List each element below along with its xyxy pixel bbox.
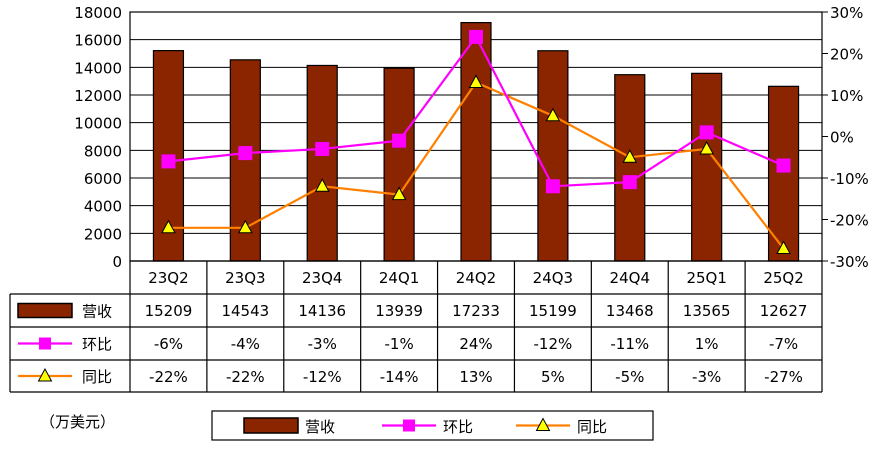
mom-point [161, 154, 176, 169]
left-tick-label: 12000 [74, 87, 122, 105]
mom-value: -12% [534, 335, 573, 353]
mom-point [392, 133, 407, 148]
mom-value: -6% [154, 335, 183, 353]
category-label: 23Q4 [302, 269, 342, 287]
revenue-key [17, 302, 73, 319]
legend-yoy-label: 同比 [577, 418, 607, 436]
left-tick-label: 6000 [84, 170, 122, 188]
revenue-value: 14543 [221, 302, 269, 320]
right-tick-label: 0% [830, 129, 854, 147]
mom-point [699, 125, 714, 140]
right-tick-label: -30% [830, 253, 869, 271]
legend-revenue-key [243, 417, 299, 434]
category-label: 25Q1 [686, 269, 726, 287]
yoy-point [314, 178, 330, 192]
yoy-point [468, 74, 484, 89]
yoy-point [391, 186, 407, 201]
category-label: 24Q1 [379, 269, 419, 287]
mom-row-header: 环比 [82, 336, 112, 354]
category-label: 25Q2 [763, 269, 803, 287]
yoy-point [237, 219, 253, 234]
category-label: 23Q2 [148, 269, 188, 287]
mom-value: -1% [385, 335, 414, 353]
yoy-value: -27% [764, 368, 803, 386]
revenue-bar [691, 72, 723, 262]
mom-value: -4% [231, 335, 260, 353]
right-tick-label: 30% [830, 4, 863, 22]
revenue-bar [537, 50, 569, 262]
right-tick-label: 20% [830, 46, 863, 64]
unit-label: （万美元） [40, 413, 115, 431]
yoy-value: 13% [459, 368, 492, 386]
yoy-point [545, 107, 561, 122]
mom-value: -7% [769, 335, 798, 353]
revenue-value: 15209 [145, 302, 193, 320]
right-tick-label: -10% [830, 170, 869, 188]
category-label: 24Q2 [456, 269, 496, 287]
mom-point [238, 146, 253, 161]
mom-value: -11% [610, 335, 649, 353]
right-tick-label: 10% [830, 87, 863, 105]
legend-mom-marker [403, 419, 415, 432]
mom-value: 24% [459, 335, 492, 353]
mom-point [545, 179, 560, 194]
revenue-bar [767, 85, 800, 262]
mom-value: -3% [308, 335, 337, 353]
yoy-value: 5% [541, 368, 565, 386]
legend: 营收 环比 同比 [211, 410, 654, 441]
revenue-value: 13565 [683, 302, 731, 320]
legend-yoy-marker [535, 417, 551, 431]
right-tick-label: -20% [830, 212, 869, 230]
data-table: 23Q2 23Q3 23Q4 24Q1 24Q2 24Q3 24Q4 25Q1 25Q2 1520… [9, 260, 823, 393]
right-axis-ticks: -30% -20% -10% 0% 10% 20% 30% [822, 4, 869, 271]
revenue-value: 17233 [452, 302, 500, 320]
revenue-bar [383, 67, 415, 262]
revenue-value: 14136 [298, 302, 346, 320]
left-tick-label: 10000 [74, 115, 122, 133]
yoy-value: -22% [226, 368, 265, 386]
left-tick-label: 18000 [74, 4, 122, 22]
legend-revenue-label: 营收 [305, 418, 335, 436]
revenue-bar [460, 22, 492, 262]
yoy-value: -12% [303, 368, 342, 386]
yoy-point [776, 240, 791, 255]
left-tick-label: 16000 [74, 32, 122, 50]
left-tick-label: 2000 [84, 225, 122, 243]
mom-point [622, 175, 637, 190]
mom-point [776, 158, 791, 173]
ratio-lines [161, 29, 791, 255]
revenue-value: 15199 [529, 302, 577, 320]
revenue-bar [614, 74, 646, 262]
mom-value: 1% [695, 335, 719, 353]
revenue-row-header: 营收 [82, 303, 112, 321]
left-tick-label: 14000 [74, 59, 122, 77]
category-label: 23Q3 [225, 269, 265, 287]
mom-point [469, 29, 483, 44]
yoy-point [699, 140, 715, 155]
yoy-point [161, 219, 176, 234]
category-label: 24Q4 [610, 269, 650, 287]
left-tick-label: 0 [112, 253, 122, 271]
revenue-value: 13939 [375, 302, 423, 320]
revenue-value: 12627 [760, 302, 808, 320]
yoy-value: -3% [692, 368, 721, 386]
yoy-key-marker [37, 367, 53, 382]
category-label: 24Q3 [533, 269, 573, 287]
yoy-point [622, 149, 638, 163]
revenue-value: 13468 [606, 302, 654, 320]
yoy-value: -14% [380, 368, 419, 386]
yoy-value: -22% [149, 368, 188, 386]
left-tick-label: 8000 [84, 142, 122, 160]
yoy-value: -5% [615, 368, 644, 386]
mom-point [315, 141, 330, 156]
yoy-row-header: 同比 [82, 368, 112, 386]
legend-mom-label: 环比 [443, 418, 473, 436]
left-tick-label: 4000 [84, 198, 122, 216]
left-axis-ticks: 0 2000 4000 6000 8000 10000 12000 14000 16000 180… [74, 4, 122, 271]
revenue-bar [306, 64, 338, 262]
mom-key-marker [39, 337, 51, 350]
